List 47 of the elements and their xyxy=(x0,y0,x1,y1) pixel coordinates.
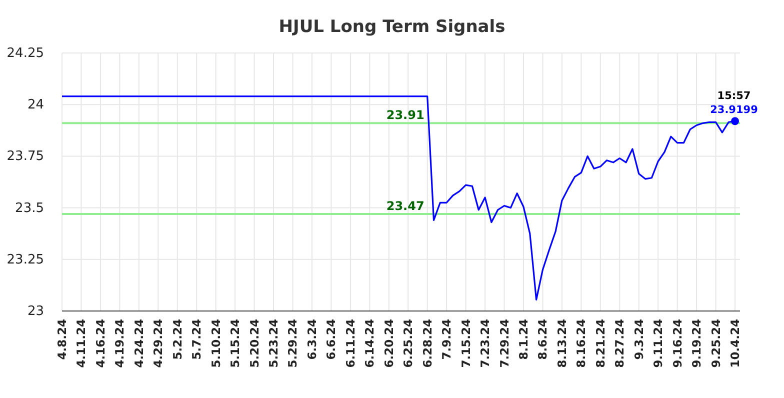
x-tick-label: 6.25.24 xyxy=(401,319,416,368)
y-tick-label: 24.25 xyxy=(6,46,44,61)
y-tick-label: 23.75 xyxy=(6,149,44,164)
x-tick-label: 9.25.24 xyxy=(708,319,723,368)
x-tick-label: 5.7.24 xyxy=(190,319,204,360)
x-tick-label: 5.20.24 xyxy=(247,319,262,368)
x-tick-label: 4.19.24 xyxy=(112,319,127,368)
x-tick-label: 8.27.24 xyxy=(612,319,627,368)
y-tick-label: 23.25 xyxy=(6,252,44,268)
x-tick-label: 5.2.24 xyxy=(170,319,184,360)
x-tick-label: 6.3.24 xyxy=(304,319,319,360)
x-tick-label: 4.16.24 xyxy=(93,319,108,368)
x-tick-label: 6.6.24 xyxy=(324,319,338,360)
x-tick-label: 8.13.24 xyxy=(554,319,569,368)
x-tick-label: 7.15.24 xyxy=(458,319,473,368)
x-tick-label: 10.4.24 xyxy=(728,319,742,368)
x-tick-label: 6.11.24 xyxy=(343,319,358,368)
x-tick-label: 6.14.24 xyxy=(362,319,377,368)
x-tick-label: 7.9.24 xyxy=(440,319,454,360)
ref-line-label: 23.91 xyxy=(386,108,424,122)
x-tick-label: 5.23.24 xyxy=(266,319,281,368)
y-tick-label: 23.5 xyxy=(15,200,44,216)
x-tick-label: 6.28.24 xyxy=(420,319,434,368)
x-tick-label: 5.29.24 xyxy=(286,319,300,368)
x-tick-label: 9.11.24 xyxy=(651,319,666,368)
x-tick-label: 4.29.24 xyxy=(151,319,166,368)
x-tick-label: 7.23.24 xyxy=(478,319,492,368)
x-tick-label: 9.16.24 xyxy=(670,319,684,368)
ref-line-label: 23.47 xyxy=(386,198,424,213)
annotation: 15:57 xyxy=(717,90,751,102)
x-tick-label: 5.15.24 xyxy=(228,319,242,368)
x-tick-label: 7.29.24 xyxy=(497,319,512,368)
x-tick-label: 4.8.24 xyxy=(55,319,69,360)
y-tick-label: 24 xyxy=(27,98,44,113)
y-tick-label: 23 xyxy=(27,304,44,319)
x-tick-label: 8.16.24 xyxy=(574,319,588,368)
x-tick-label: 8.21.24 xyxy=(593,319,608,368)
x-tick-label: 4.11.24 xyxy=(74,319,88,368)
chart-title: HJUL Long Term Signals xyxy=(278,17,506,37)
x-tick-label: 6.20.24 xyxy=(382,319,396,368)
x-tick-label: 9.3.24 xyxy=(632,319,646,360)
x-tick-label: 8.1.24 xyxy=(516,319,530,360)
x-tick-label: 5.10.24 xyxy=(208,319,223,368)
x-tick-label: 9.19.24 xyxy=(690,319,704,368)
annotation: 23.9199 xyxy=(710,104,758,116)
x-tick-label: 8.6.24 xyxy=(536,319,550,360)
x-tick-label: 4.24.24 xyxy=(132,319,146,368)
